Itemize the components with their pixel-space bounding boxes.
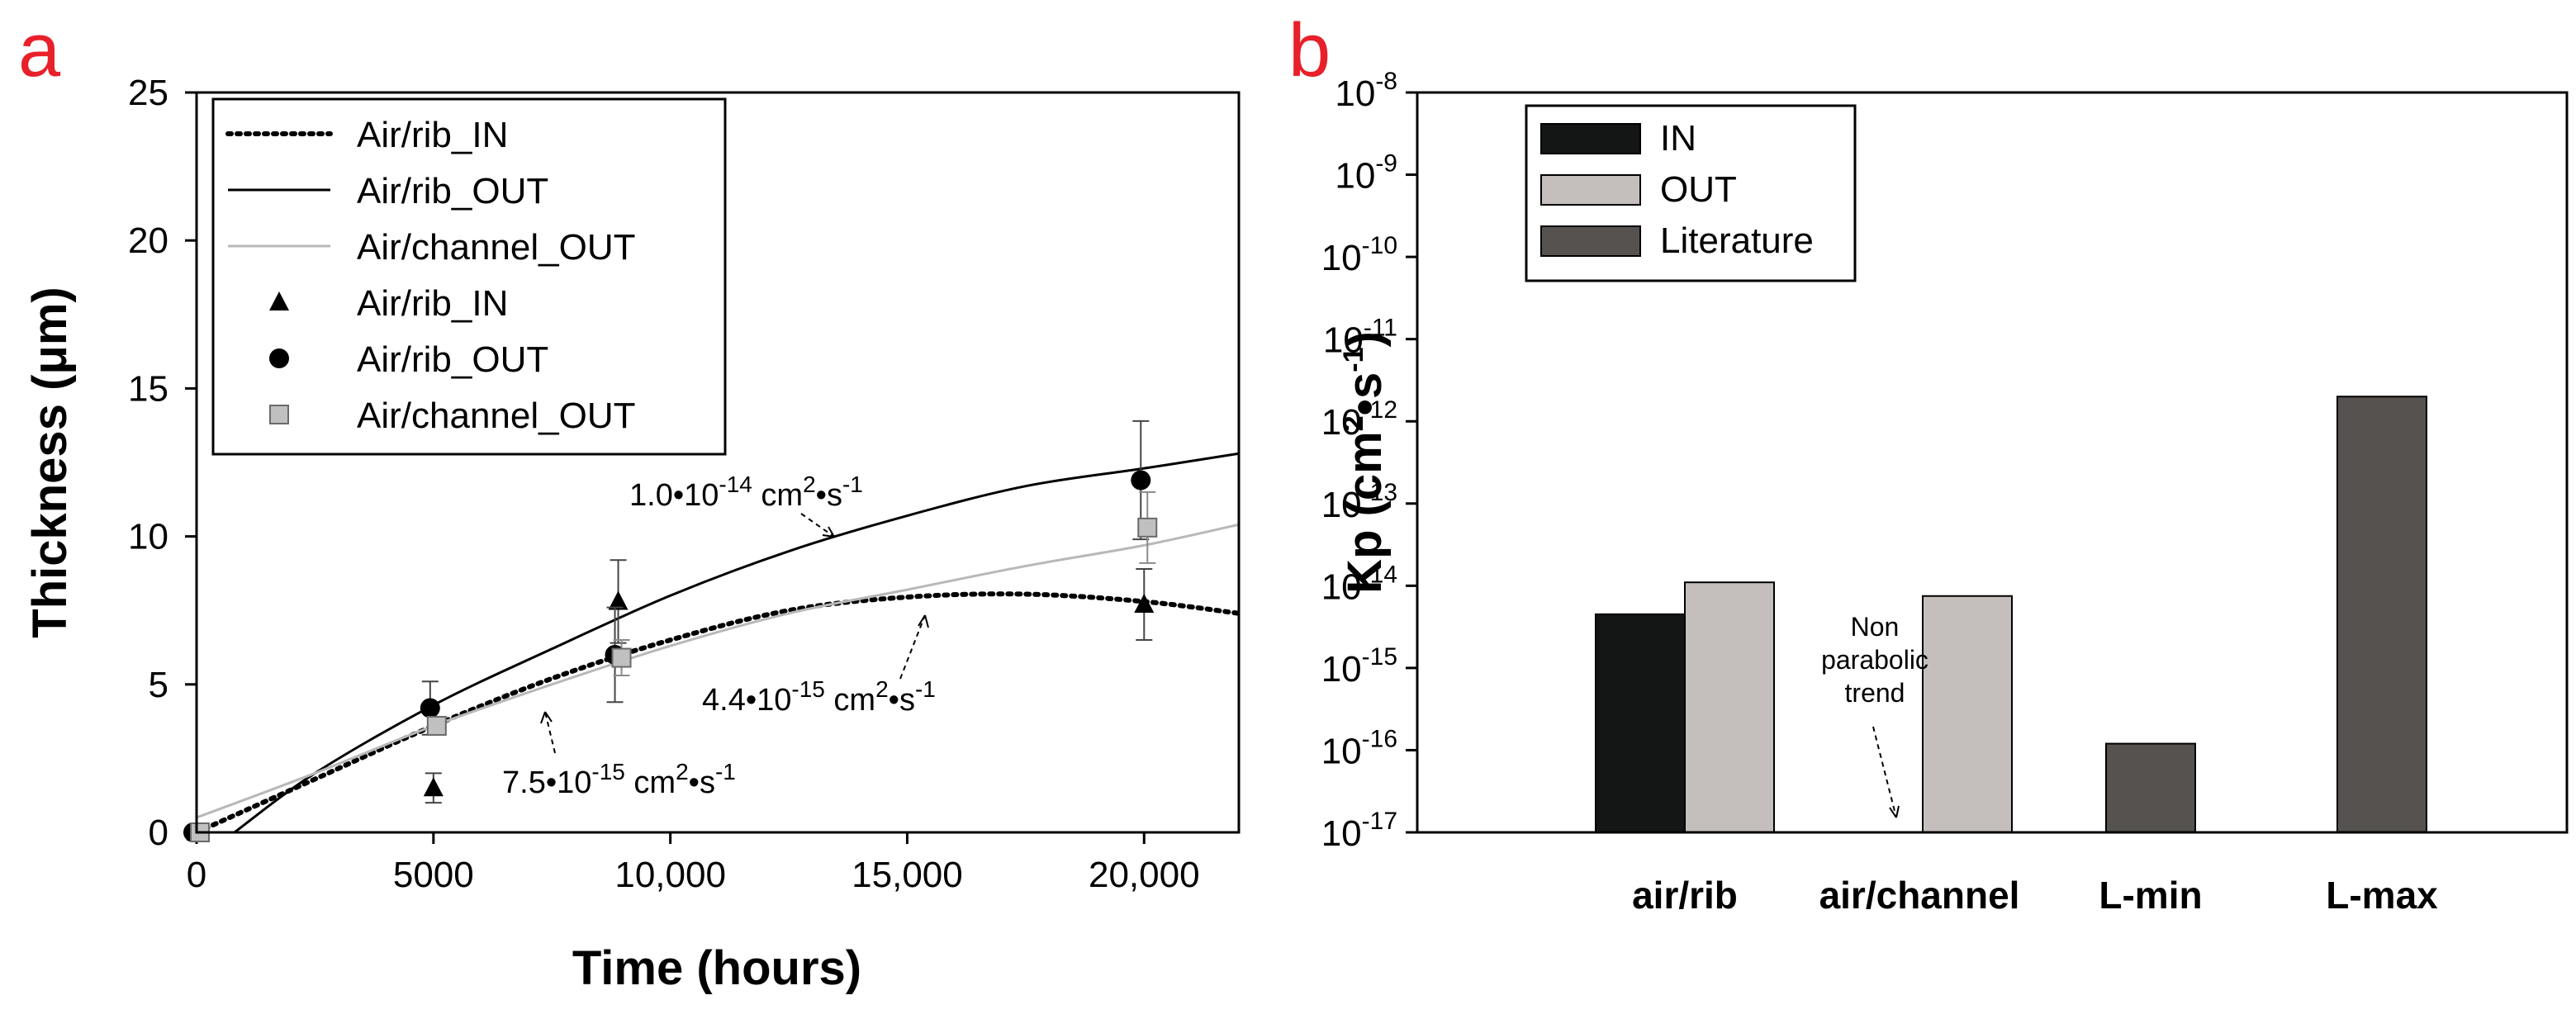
legend-label-1: Air/rib_OUT	[357, 171, 548, 211]
legend-label-b-1: OUT	[1660, 169, 1737, 210]
legend-label-b-2: Literature	[1660, 220, 1814, 261]
category-label: L-max	[2326, 874, 2438, 917]
fit-line-air-rib-in	[194, 591, 1241, 835]
y-tick-label-a: 0	[149, 813, 168, 853]
legend-swatch-1	[1540, 174, 1641, 206]
y-tick-label-b: 10-14	[1321, 561, 1397, 607]
legend-label-0: Air/rib_IN	[357, 115, 508, 155]
data-point-air-channel-out	[611, 647, 632, 668]
category-label: air/channel	[1819, 874, 2020, 917]
fit-line-air-rib-out	[234, 452, 1240, 834]
y-tick-label-b: 10-10	[1321, 232, 1397, 278]
annotation-rib-in: 4.4•10-15 cm2•s-1	[702, 614, 936, 718]
legend-label-4: Air/rib_OUT	[357, 339, 548, 380]
y-axis-title-b: Kp (cm2•s-1)	[1338, 331, 1392, 594]
y-tick-label-b: 10-15	[1321, 643, 1397, 690]
plot-a-frame	[195, 91, 1241, 834]
legend-label-3: Air/rib_IN	[357, 283, 508, 324]
panel-b: b 10-17 10-16 10-15 10-14 10-13 10-12 10-11 10-…	[1288, 8, 2569, 917]
legend-b: IN OUT Literature	[1525, 104, 1857, 282]
data-point-air-rib-in	[1134, 594, 1155, 614]
bar-out-air-channel	[1922, 595, 2013, 833]
data-point-air-channel-out	[1137, 517, 1158, 538]
svg-text:4.4•10-15 cm2•s-1: 4.4•10-15 cm2•s-1	[702, 676, 936, 718]
x-axis-title-a: Time (hours)	[572, 941, 861, 995]
legend-label-5: Air/channel_OUT	[357, 396, 635, 436]
bar-literature-l-min	[2105, 742, 2196, 834]
svg-text:Non: Non	[1851, 612, 1900, 642]
x-tick-label-a: 0	[187, 855, 206, 895]
y-tick-label-b: 10-12	[1321, 396, 1397, 443]
legend-a: Air/rib_IN Air/rib_OUT Air/channel_OUT Air/…	[211, 97, 727, 456]
y-tick-label-b: 10-16	[1321, 725, 1397, 771]
plot-b-frame	[1416, 91, 2569, 834]
annotation-rib-out: 1.0•10-14 cm2•s-1	[629, 472, 863, 538]
svg-text:parabolic: parabolic	[1821, 645, 1928, 675]
y-tick-label-b: 10-13	[1321, 479, 1397, 525]
y-tick-label-b: 10-8	[1335, 68, 1397, 114]
svg-text:trend: trend	[1845, 678, 1905, 708]
bar-in-air-rib	[1595, 613, 1686, 834]
legend-marker-3	[269, 291, 289, 310]
panel-label-b: b	[1288, 8, 1331, 92]
bar-literature-l-max	[2336, 396, 2427, 834]
x-tick-label-a: 15,000	[852, 855, 963, 895]
data-point-air-rib-out	[420, 698, 440, 718]
y-tick-label-a: 25	[128, 73, 168, 113]
legend-label-b-0: IN	[1660, 118, 1696, 159]
y-tick-label-a: 15	[128, 368, 168, 409]
y-tick-label-b: 10-17	[1321, 808, 1397, 854]
panel-a: a 0 5000 10,000 15,000 20,000 0 5 10 15 20 25 Air/…	[18, 8, 1241, 995]
annotation-channel-out: 7.5•10-15 cm2•s-1	[502, 711, 736, 800]
y-tick-label-a: 20	[128, 220, 168, 261]
svg-text:7.5•10-15 cm2•s-1: 7.5•10-15 cm2•s-1	[502, 759, 736, 800]
legend-swatch-0	[1540, 123, 1641, 154]
data-point-air-rib-out	[1131, 470, 1151, 491]
x-tick-label-a: 20,000	[1089, 855, 1200, 895]
x-tick-label-a: 10,000	[614, 855, 726, 895]
legend-marker-4	[269, 348, 289, 368]
data-point-air-channel-out	[426, 715, 447, 736]
legend-label-2: Air/channel_OUT	[357, 227, 635, 268]
y-tick-label-b: 10-9	[1335, 150, 1397, 197]
y-tick-label-b: 10-11	[1323, 315, 1397, 361]
data-point-air-rib-in	[608, 590, 629, 610]
y-tick-label-a: 10	[128, 517, 168, 557]
category-label: L-min	[2099, 874, 2202, 917]
legend-marker-5	[269, 405, 289, 424]
svg-text:1.0•10-14 cm2•s-1: 1.0•10-14 cm2•s-1	[629, 472, 863, 513]
bar-out-air-rib	[1684, 581, 1775, 833]
panel-label-a: a	[18, 8, 61, 92]
data-point-air-rib-in	[423, 777, 444, 797]
fit-line-air-channel-out	[196, 523, 1240, 819]
x-tick-label-a: 5000	[393, 855, 474, 895]
category-label: air/rib	[1632, 874, 1738, 917]
y-axis-title-a: Thickness (μm)	[23, 287, 77, 637]
legend-swatch-2	[1540, 225, 1641, 257]
y-tick-label-a: 5	[149, 665, 168, 705]
annotation-non-parabolic: Non parabolic trend	[1821, 612, 1928, 818]
